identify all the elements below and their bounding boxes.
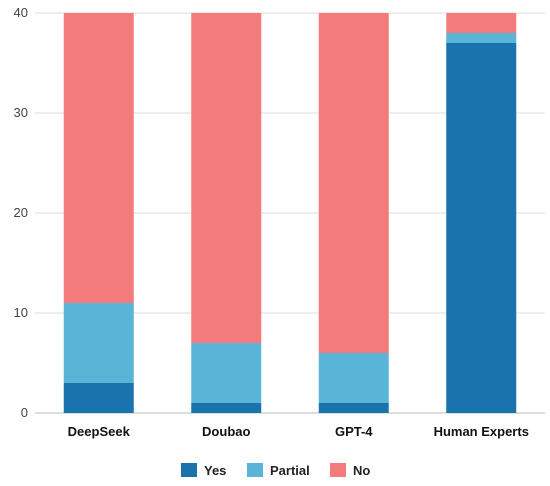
y-tick-label: 10 [14,305,28,320]
bar-no-gpt-4 [318,13,389,353]
bar-no-human-experts [446,13,517,33]
bar-partial-gpt-4 [318,353,389,403]
bar-yes-deepseek [63,383,134,413]
bar-yes-human-experts [446,43,517,413]
legend-swatch-no [330,463,346,477]
y-tick-label: 0 [21,405,28,420]
legend-label-yes: Yes [204,463,226,478]
x-category-label: Doubao [202,424,250,439]
y-axis-ticks: 0 10 20 30 40 [14,5,28,420]
bar-partial-deepseek [63,303,134,383]
bar-yes-doubao [191,403,262,413]
legend: Yes Partial No [181,463,370,478]
bar-partial-human-experts [446,33,517,43]
legend-label-no: No [353,463,370,478]
x-category-label: Human Experts [434,424,529,439]
legend-label-partial: Partial [270,463,310,478]
bars [63,13,517,413]
legend-item-no: No [330,463,370,478]
x-axis-categories: DeepSeek Doubao GPT-4 Human Experts [68,424,529,439]
y-tick-label: 30 [14,105,28,120]
bar-no-deepseek [63,13,134,303]
bar-partial-doubao [191,343,262,403]
x-category-label: GPT-4 [335,424,373,439]
y-tick-label: 20 [14,205,28,220]
legend-item-partial: Partial [247,463,310,478]
y-tick-label: 40 [14,5,28,20]
bar-yes-gpt-4 [318,403,389,413]
legend-swatch-yes [181,463,197,477]
x-category-label: DeepSeek [68,424,131,439]
bar-no-doubao [191,13,262,343]
legend-item-yes: Yes [181,463,226,478]
legend-swatch-partial [247,463,263,477]
